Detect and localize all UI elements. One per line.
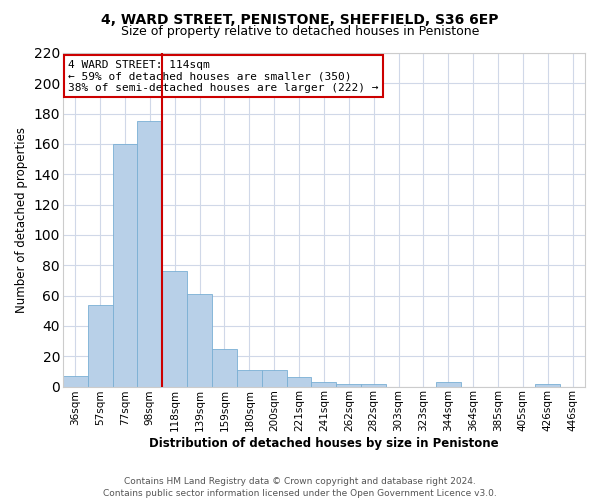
- Bar: [337, 384, 361, 386]
- Bar: [137, 121, 162, 386]
- Bar: [212, 348, 237, 387]
- Bar: [237, 370, 262, 386]
- Text: 4 WARD STREET: 114sqm
← 59% of detached houses are smaller (350)
38% of semi-det: 4 WARD STREET: 114sqm ← 59% of detached …: [68, 60, 379, 93]
- Bar: [88, 304, 113, 386]
- Text: 4, WARD STREET, PENISTONE, SHEFFIELD, S36 6EP: 4, WARD STREET, PENISTONE, SHEFFIELD, S3…: [101, 12, 499, 26]
- Bar: [535, 384, 560, 386]
- Bar: [187, 294, 212, 386]
- Bar: [262, 370, 287, 386]
- Bar: [63, 376, 88, 386]
- Text: Contains HM Land Registry data © Crown copyright and database right 2024.
Contai: Contains HM Land Registry data © Crown c…: [103, 476, 497, 498]
- Bar: [311, 382, 337, 386]
- Bar: [113, 144, 137, 386]
- X-axis label: Distribution of detached houses by size in Penistone: Distribution of detached houses by size …: [149, 437, 499, 450]
- Bar: [436, 382, 461, 386]
- Bar: [162, 272, 187, 386]
- Text: Size of property relative to detached houses in Penistone: Size of property relative to detached ho…: [121, 25, 479, 38]
- Bar: [361, 384, 386, 386]
- Bar: [287, 378, 311, 386]
- Y-axis label: Number of detached properties: Number of detached properties: [15, 127, 28, 313]
